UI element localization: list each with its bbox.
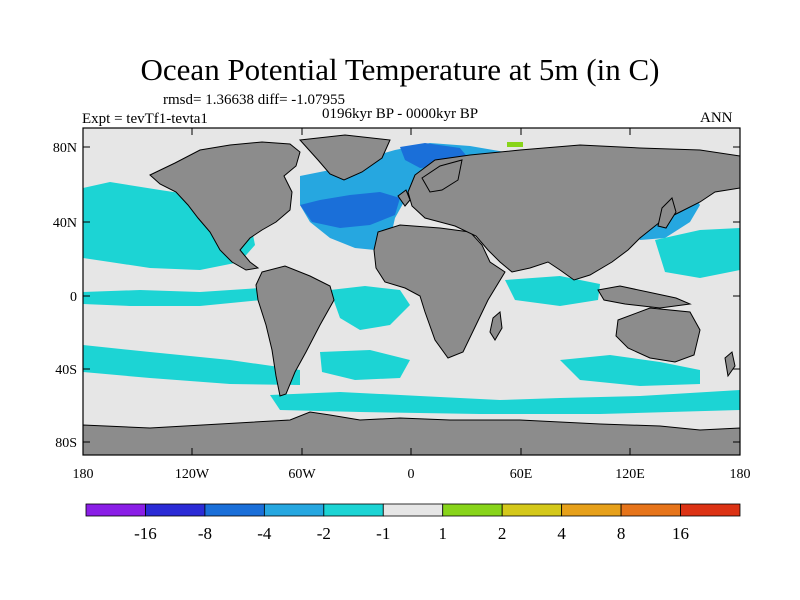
lat-axis (83, 146, 740, 443)
anomaly-field (83, 134, 740, 455)
cold-region-north-atlantic-core (300, 192, 400, 228)
colorbar-box (561, 503, 622, 517)
cold-region-south-indian (560, 355, 700, 386)
colorbar: -16 -8 -4 -2 -1 1 2 4 8 16 (85, 503, 741, 543)
colorbar-box (85, 503, 146, 517)
land-japan (657, 197, 677, 229)
lon-tick-0: 0 (408, 467, 415, 482)
colorbar-label: -1 (376, 524, 390, 543)
colorbar-box (501, 503, 563, 517)
cold-region-west-pacific (655, 228, 740, 278)
lon-tick-180e: 180 (730, 467, 751, 482)
land-australia (615, 307, 701, 363)
colorbar-box (204, 503, 265, 517)
colorbar-label: -4 (257, 524, 272, 543)
stats-label: rmsd= 1.36638 diff= -1.07955 (163, 92, 346, 108)
lon-axis (82, 128, 741, 455)
lon-tick-120e: 120E (615, 467, 645, 482)
land-masses (83, 134, 740, 455)
season-label: ANN (700, 110, 733, 126)
colorbar-box (442, 503, 503, 517)
land-scandinavia (421, 159, 463, 193)
colorbar-box (263, 503, 325, 517)
colorbar-label: -8 (198, 524, 212, 543)
lon-tick-180w: 180 (73, 467, 94, 482)
land-greenland (298, 134, 391, 181)
warm-spot-arctic (507, 142, 523, 147)
lat-tick-80n: 80N (53, 141, 77, 156)
plot-title: Ocean Potential Temperature at 5m (in C) (140, 52, 660, 87)
lat-tick-80s: 80S (55, 436, 77, 451)
colorbar-label: 8 (617, 524, 626, 543)
colorbar-label: 1 (438, 524, 447, 543)
colorbar-label: 2 (498, 524, 507, 543)
land-new-zealand (724, 351, 736, 378)
cold-region-southern-ocean (83, 345, 300, 385)
colorbar-label: -2 (317, 524, 331, 543)
colorbar-box (145, 503, 206, 517)
land-south-america (255, 265, 335, 397)
lat-tick-40n: 40N (53, 216, 77, 231)
colorbar-box (323, 503, 384, 517)
lat-tick-40s: 40S (55, 363, 77, 378)
cold-region-east-pacific (83, 288, 262, 306)
colorbar-box (620, 503, 681, 517)
colorbar-label: -16 (134, 524, 157, 543)
colorbar-box (680, 503, 741, 517)
experiment-label: Expt = tevTf1-tevta1 (82, 111, 208, 127)
colorbar-label: 4 (557, 524, 566, 543)
land-eurasia (407, 144, 740, 281)
cold-region-indian-ocean (505, 276, 600, 306)
land-antarctica (83, 411, 740, 455)
colorbar-label: 16 (672, 524, 689, 543)
cold-region-south-atlantic (320, 350, 410, 380)
lon-tick-60e: 60E (510, 467, 533, 482)
lon-tick-120w: 120W (175, 467, 210, 482)
land-north-america (149, 141, 301, 271)
lon-tick-60w: 60W (288, 467, 316, 482)
period-label: 0196kyr BP - 0000kyr BP (322, 106, 479, 122)
cold-region-polar-front (270, 390, 740, 414)
lat-tick-0: 0 (70, 290, 77, 305)
colorbar-box (382, 503, 444, 517)
cold-region-equatorial-atlantic (330, 286, 410, 330)
land-madagascar (489, 311, 503, 341)
land-britain (397, 189, 411, 207)
land-maritime-continent (597, 285, 692, 309)
